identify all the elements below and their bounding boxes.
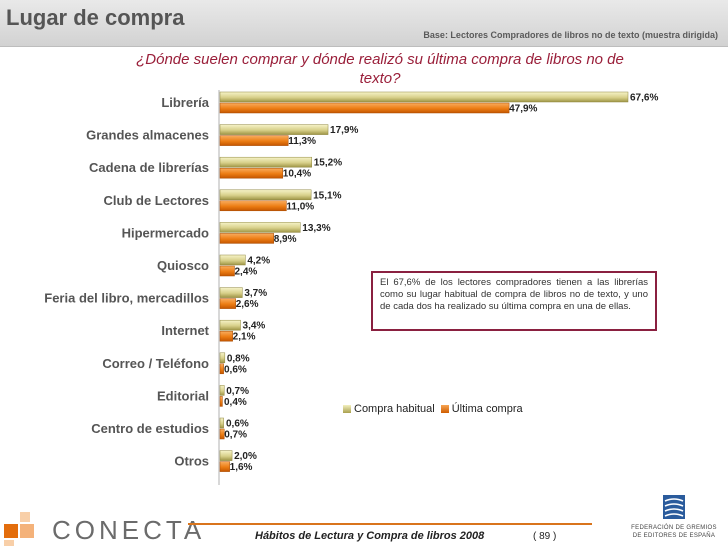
bar-ultima-compra — [219, 167, 284, 179]
bar-compra-habitual — [219, 254, 246, 266]
bar-compra-habitual — [219, 385, 225, 396]
data-label-compra-habitual: 3,7% — [244, 288, 267, 299]
legend-label-ultima-compra: Última compra — [451, 403, 523, 415]
category-label: Grandes almacenes — [86, 128, 209, 143]
bar-ultima-compra — [219, 330, 233, 342]
bar-compra-habitual — [219, 156, 312, 168]
data-label-ultima-compra: 0,4% — [224, 397, 247, 408]
federacion-logo-icon — [663, 495, 685, 519]
header-bar: Lugar de compra Base: Lectores Comprador… — [0, 0, 728, 47]
conecta-logo-icon — [4, 512, 34, 546]
bar-ultima-compra — [219, 233, 274, 244]
data-label-compra-habitual: 0,6% — [226, 419, 249, 430]
federacion-line-2: DE EDITORES DE ESPAÑA — [632, 533, 716, 539]
legend-label-compra-habitual: Compra habitual — [354, 403, 435, 415]
bar-compra-habitual — [219, 352, 226, 364]
data-label-compra-habitual: 67,6% — [630, 93, 658, 104]
footer-publication: Hábitos de Lectura y Compra de libros 20… — [255, 530, 485, 542]
data-label-compra-habitual: 15,2% — [314, 158, 342, 169]
data-label-ultima-compra: 2,6% — [236, 299, 259, 310]
data-label-compra-habitual: 15,1% — [313, 190, 341, 201]
category-label: Otros — [174, 454, 209, 469]
page-title: Lugar de compra — [6, 5, 185, 30]
data-label-ultima-compra: 2,1% — [233, 332, 256, 343]
data-label-compra-habitual: 0,7% — [226, 386, 249, 397]
chart-legend: Compra habitual Última compra — [343, 403, 529, 415]
bar-ultima-compra — [219, 298, 236, 309]
federacion-logo-text: FEDERACIÓN DE GREMIOS DE EDITORES DE ESP… — [624, 524, 724, 540]
bar-compra-habitual — [219, 287, 243, 298]
page-number: ( 89 ) — [533, 531, 557, 542]
bar-ultima-compra — [219, 102, 510, 114]
data-label-compra-habitual: 4,2% — [247, 256, 270, 267]
category-label: Editorial — [157, 388, 209, 403]
conecta-logo-text: CONECTA — [52, 515, 206, 545]
bar-compra-habitual — [219, 91, 629, 103]
callout-box: El 67,6% de los lectores compradores tie… — [371, 271, 657, 331]
data-label-compra-habitual: 0,8% — [227, 353, 250, 364]
data-label-ultima-compra: 10,4% — [283, 169, 311, 180]
category-label: Hipermercado — [122, 225, 209, 240]
data-label-ultima-compra: 0,6% — [224, 364, 247, 375]
chart-title: ¿Dónde suelen comprar y dónde realizó su… — [136, 51, 624, 87]
federacion-line-1: FEDERACIÓN DE GREMIOS — [631, 525, 717, 531]
bar-compra-habitual — [219, 124, 329, 135]
bar-ultima-compra — [219, 200, 287, 212]
bar-compra-habitual — [219, 189, 312, 201]
data-label-ultima-compra: 8,9% — [274, 234, 297, 245]
category-label: Quiosco — [157, 258, 209, 273]
bar-ultima-compra — [219, 363, 224, 375]
footer-divider — [188, 523, 592, 525]
data-label-ultima-compra: 47,9% — [509, 104, 537, 115]
bar-ultima-compra — [219, 461, 230, 472]
bar-compra-habitual — [219, 450, 233, 461]
category-label: Feria del libro, mercadillos — [44, 291, 209, 306]
base-note: Base: Lectores Compradores de libros no … — [423, 30, 718, 40]
data-label-compra-habitual: 3,4% — [243, 321, 266, 332]
legend-swatch-ultima-compra — [440, 405, 449, 413]
category-label: Internet — [161, 323, 209, 338]
data-label-ultima-compra: 1,6% — [230, 462, 253, 473]
category-label: Centro de estudios — [91, 421, 209, 436]
bar-ultima-compra — [219, 396, 223, 407]
data-label-ultima-compra: 2,4% — [234, 267, 257, 278]
legend-item-ultima-compra: Última compra — [440, 403, 523, 415]
legend-item-compra-habitual: Compra habitual — [343, 403, 435, 415]
data-label-compra-habitual: 2,0% — [234, 451, 257, 462]
category-label: Club de Lectores — [104, 193, 209, 208]
bar-ultima-compra — [219, 135, 289, 146]
bar-compra-habitual — [219, 319, 241, 331]
bar-ultima-compra — [219, 428, 225, 440]
data-label-ultima-compra: 11,0% — [286, 201, 314, 212]
category-label: Cadena de librerías — [89, 160, 209, 175]
category-label: Correo / Teléfono — [102, 356, 209, 371]
legend-swatch-compra-habitual — [343, 405, 351, 413]
data-label-ultima-compra: 11,3% — [288, 136, 316, 147]
data-label-ultima-compra: 0,7% — [224, 430, 247, 441]
data-label-compra-habitual: 13,3% — [302, 223, 330, 234]
bar-compra-habitual — [219, 417, 224, 429]
bar-ultima-compra — [219, 265, 235, 277]
data-label-compra-habitual: 17,9% — [330, 125, 358, 136]
category-label: Librería — [161, 95, 209, 110]
bar-compra-habitual — [219, 222, 301, 233]
